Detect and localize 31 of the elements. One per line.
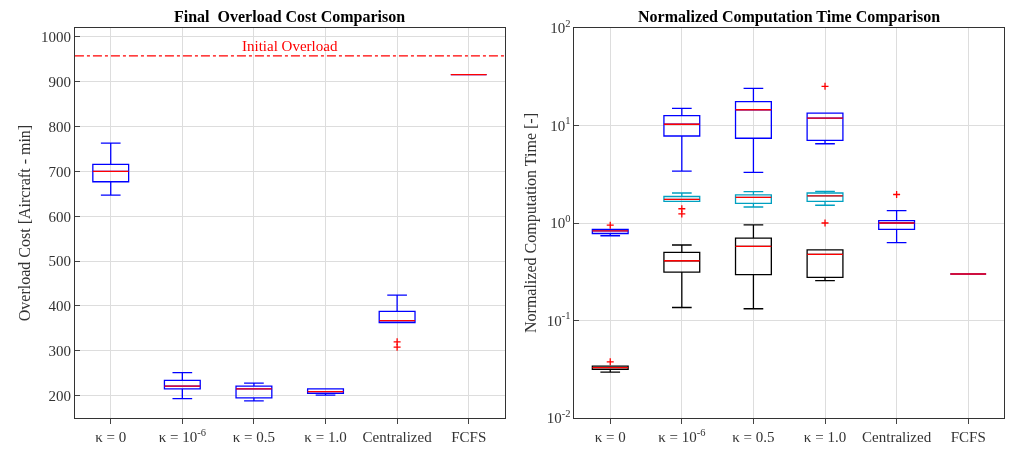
x-tick-label: κ = 1.0: [304, 429, 347, 445]
x-tick-label: FCFS: [451, 429, 487, 445]
y-tick-label: 10$^{-1}$: [546, 310, 571, 329]
x-tick-label: κ = 0: [594, 429, 626, 445]
y-tick-label: 10$^{-2}$: [546, 407, 571, 427]
ref-line-label: Initial Overload: [242, 38, 338, 54]
y-tick-label: 400: [48, 298, 71, 315]
y-tick-label: 10$^{0}$: [550, 212, 571, 232]
y-tick-label: 10$^{2}$: [550, 17, 571, 37]
x-tick-label: Centralized: [862, 429, 932, 445]
x-tick-label: κ = 0.5: [732, 429, 775, 445]
y-tick-label: 200: [48, 387, 71, 404]
y-tick-label: 300: [48, 343, 71, 360]
x-tick-label: κ = 0: [95, 429, 127, 445]
x-tick-label: FCFS: [950, 429, 986, 445]
chart-title: Normalized Computation Time Comparison: [638, 8, 941, 26]
x-tick-label: κ = 0.5: [232, 429, 276, 445]
y-tick-label: 1000: [40, 29, 71, 46]
x-tick-label: κ = 1.0: [803, 429, 847, 445]
y-tick-label: 900: [48, 74, 71, 91]
y-tick-label: 600: [48, 208, 71, 225]
x-tick-label: Centralized: [362, 429, 433, 445]
y-tick-label: 700: [48, 163, 71, 180]
y-tick-label: 800: [48, 118, 71, 135]
x-tick-label: κ = 10$^{-6}$: [658, 426, 706, 445]
y-axis-title: Overload Cost [Aircraft - min]: [15, 124, 33, 322]
y-tick-label: 10$^{1}$: [550, 115, 571, 134]
y-tick-label: 500: [48, 253, 71, 270]
y-axis-title: Normalized Computation Time [-]: [521, 113, 540, 333]
x-tick-label: κ = 10$^{-6}$: [158, 426, 206, 445]
chart-title: Final Overload Cost Comparison: [174, 8, 406, 26]
